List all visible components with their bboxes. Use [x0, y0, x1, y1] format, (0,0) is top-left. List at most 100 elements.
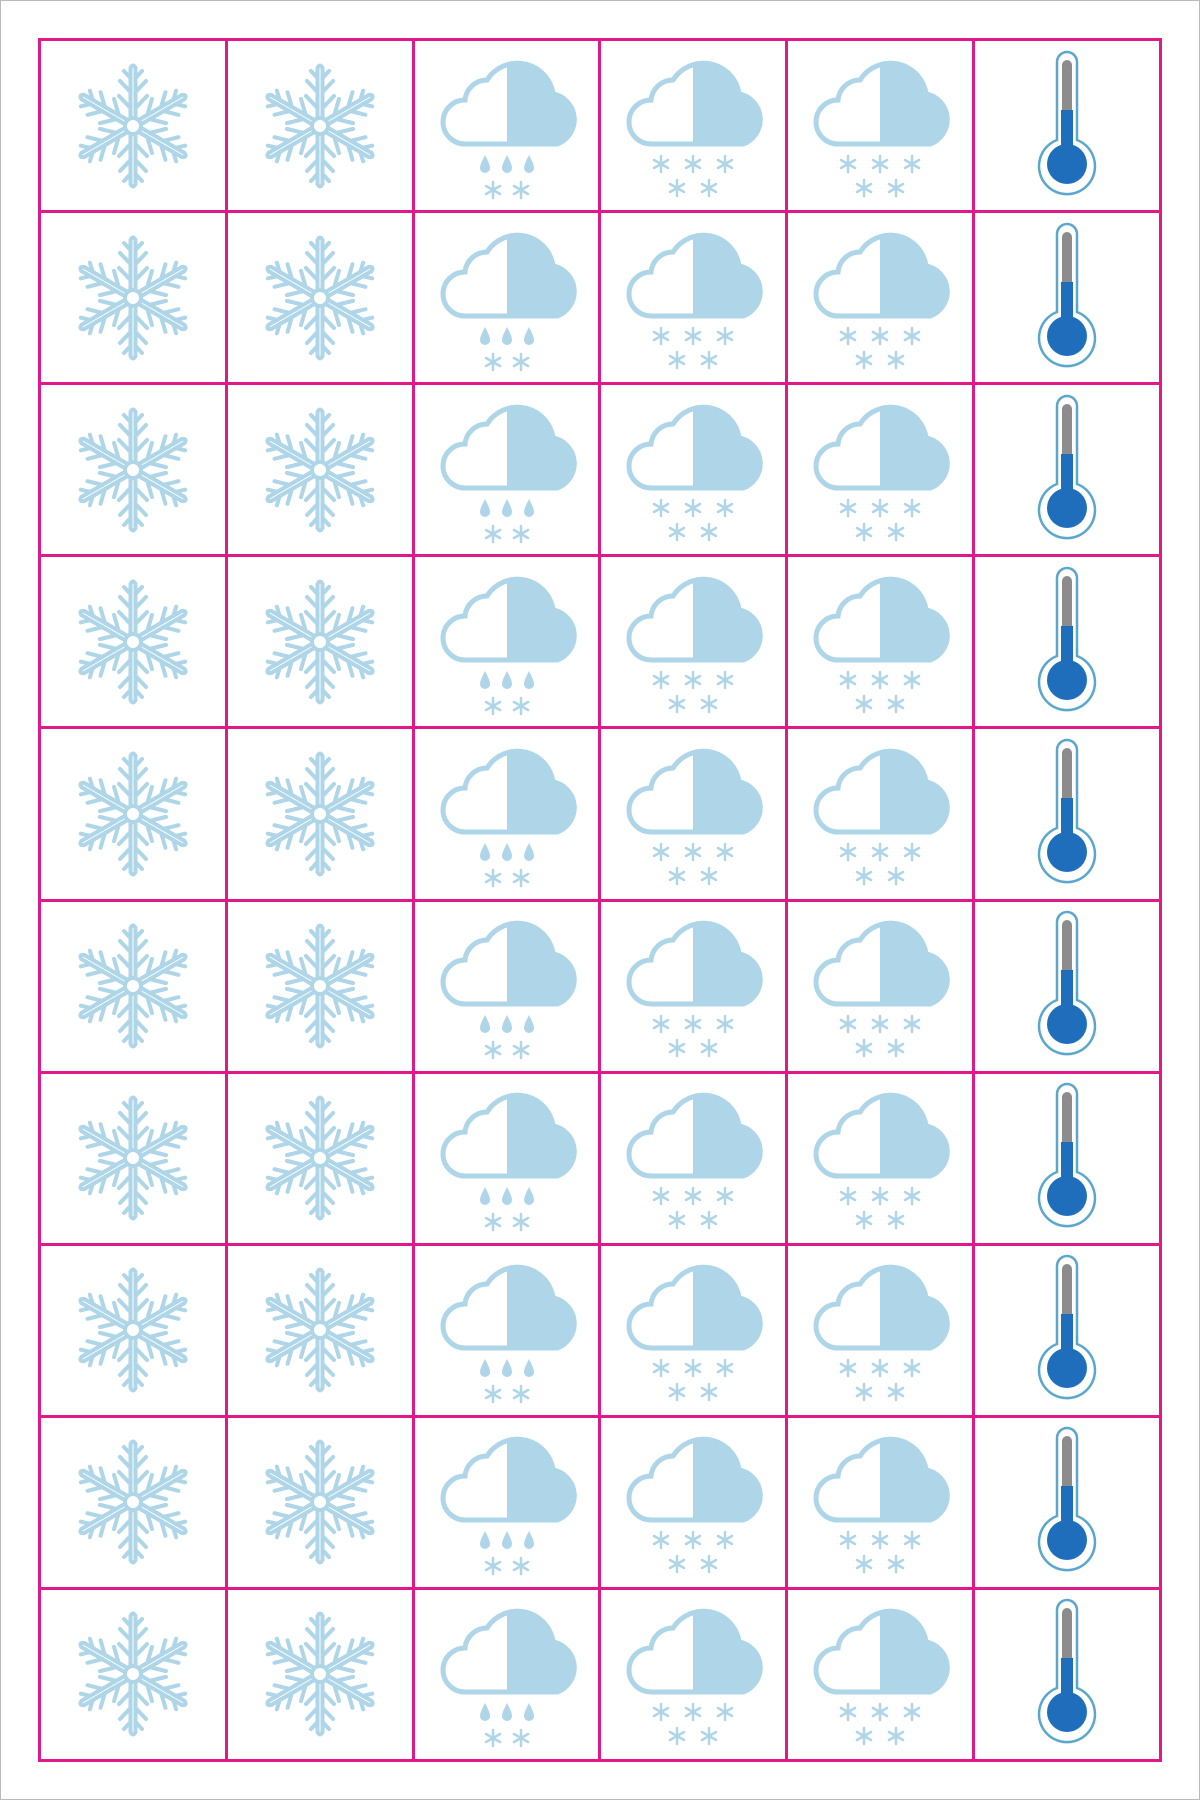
snowflake-icon [238, 388, 402, 552]
grid-cell-r10-c3 [414, 1589, 602, 1762]
grid-cell-r6-c1 [41, 901, 228, 1074]
grid-cell-r5-c2 [227, 729, 415, 902]
snow-cloud-icon [798, 1420, 962, 1584]
snowflake-icon [51, 44, 215, 208]
grid-cell-r9-c2 [227, 1417, 415, 1590]
sleet-cloud-icon [425, 1248, 589, 1412]
grid-cell-r10-c5 [788, 1589, 976, 1762]
grid-cell-r2-c2 [227, 213, 415, 386]
sleet-cloud-icon [425, 560, 589, 724]
snowflake-icon [51, 216, 215, 380]
grid-cell-r10-c2 [227, 1589, 415, 1762]
snowflake-icon [51, 1076, 215, 1240]
snowflake-icon [238, 1076, 402, 1240]
grid-cell-r3-c2 [227, 385, 415, 558]
grid-cell-r5-c4 [601, 729, 789, 902]
grid-cell-r8-c4 [601, 1245, 789, 1418]
snowflake-icon [238, 1592, 402, 1756]
grid-cell-r9-c1 [41, 1417, 228, 1590]
grid-cell-r10-c4 [601, 1589, 789, 1762]
sleet-cloud-icon [425, 732, 589, 896]
grid-cell-r1-c4 [601, 41, 789, 214]
sleet-cloud-icon [425, 44, 589, 208]
snow-cloud-icon [798, 216, 962, 380]
snow-cloud-icon [611, 732, 775, 896]
thermometer-icon [985, 1076, 1149, 1240]
snowflake-icon [51, 1420, 215, 1584]
grid-cell-r7-c5 [788, 1073, 976, 1246]
grid-cell-r3-c3 [414, 385, 602, 558]
snow-cloud-icon [798, 560, 962, 724]
sleet-cloud-icon [425, 1076, 589, 1240]
thermometer-icon [985, 1420, 1149, 1584]
grid-cell-r2-c5 [788, 213, 976, 386]
grid-cell-r1-c3 [414, 41, 602, 214]
snow-cloud-icon [611, 44, 775, 208]
icon-grid [38, 38, 1162, 1762]
snow-cloud-icon [611, 1420, 775, 1584]
snow-cloud-icon [611, 1248, 775, 1412]
grid-cell-r3-c6 [975, 385, 1162, 558]
snowflake-icon [51, 1248, 215, 1412]
grid-cell-r10-c6 [975, 1589, 1162, 1762]
grid-cell-r9-c6 [975, 1417, 1162, 1590]
grid-cell-r4-c4 [601, 557, 789, 730]
snow-cloud-icon [611, 560, 775, 724]
grid-cell-r3-c1 [41, 385, 228, 558]
grid-cell-r5-c5 [788, 729, 976, 902]
thermometer-icon [985, 44, 1149, 208]
snow-cloud-icon [798, 1592, 962, 1756]
thermometer-icon [985, 388, 1149, 552]
grid-cell-r6-c6 [975, 901, 1162, 1074]
grid-cell-r3-c4 [601, 385, 789, 558]
snowflake-icon [51, 732, 215, 896]
grid-cell-r9-c5 [788, 1417, 976, 1590]
snow-cloud-icon [611, 216, 775, 380]
sleet-cloud-icon [425, 1420, 589, 1584]
grid-cell-r7-c3 [414, 1073, 602, 1246]
snowflake-icon [238, 1420, 402, 1584]
grid-cell-r8-c6 [975, 1245, 1162, 1418]
grid-cell-r1-c2 [227, 41, 415, 214]
snowflake-icon [238, 732, 402, 896]
grid-cell-r2-c4 [601, 213, 789, 386]
grid-cell-r4-c5 [788, 557, 976, 730]
thermometer-icon [985, 216, 1149, 380]
sleet-cloud-icon [425, 216, 589, 380]
snow-cloud-icon [798, 1076, 962, 1240]
snowflake-icon [51, 904, 215, 1068]
grid-cell-r4-c1 [41, 557, 228, 730]
grid-cell-r1-c1 [41, 41, 228, 214]
grid-cell-r3-c5 [788, 385, 976, 558]
grid-cell-r8-c2 [227, 1245, 415, 1418]
grid-cell-r4-c6 [975, 557, 1162, 730]
grid-cell-r7-c4 [601, 1073, 789, 1246]
grid-cell-r8-c5 [788, 1245, 976, 1418]
sleet-cloud-icon [425, 1592, 589, 1756]
snow-cloud-icon [798, 904, 962, 1068]
grid-cell-r2-c6 [975, 213, 1162, 386]
thermometer-icon [985, 1592, 1149, 1756]
snow-cloud-icon [798, 732, 962, 896]
thermometer-icon [985, 732, 1149, 896]
thermometer-icon [985, 560, 1149, 724]
snowflake-icon [51, 560, 215, 724]
snowflake-icon [238, 560, 402, 724]
snow-cloud-icon [611, 1076, 775, 1240]
snow-cloud-icon [798, 44, 962, 208]
sleet-cloud-icon [425, 904, 589, 1068]
grid-cell-r7-c6 [975, 1073, 1162, 1246]
grid-cell-r6-c3 [414, 901, 602, 1074]
grid-cell-r7-c1 [41, 1073, 228, 1246]
snow-cloud-icon [611, 1592, 775, 1756]
grid-cell-r5-c6 [975, 729, 1162, 902]
grid-cell-r5-c3 [414, 729, 602, 902]
snowflake-icon [238, 1248, 402, 1412]
thermometer-icon [985, 1248, 1149, 1412]
grid-cell-r6-c2 [227, 901, 415, 1074]
grid-cell-r2-c3 [414, 213, 602, 386]
grid-cell-r10-c1 [41, 1589, 228, 1762]
snowflake-icon [51, 388, 215, 552]
snowflake-icon [238, 216, 402, 380]
grid-cell-r9-c4 [601, 1417, 789, 1590]
